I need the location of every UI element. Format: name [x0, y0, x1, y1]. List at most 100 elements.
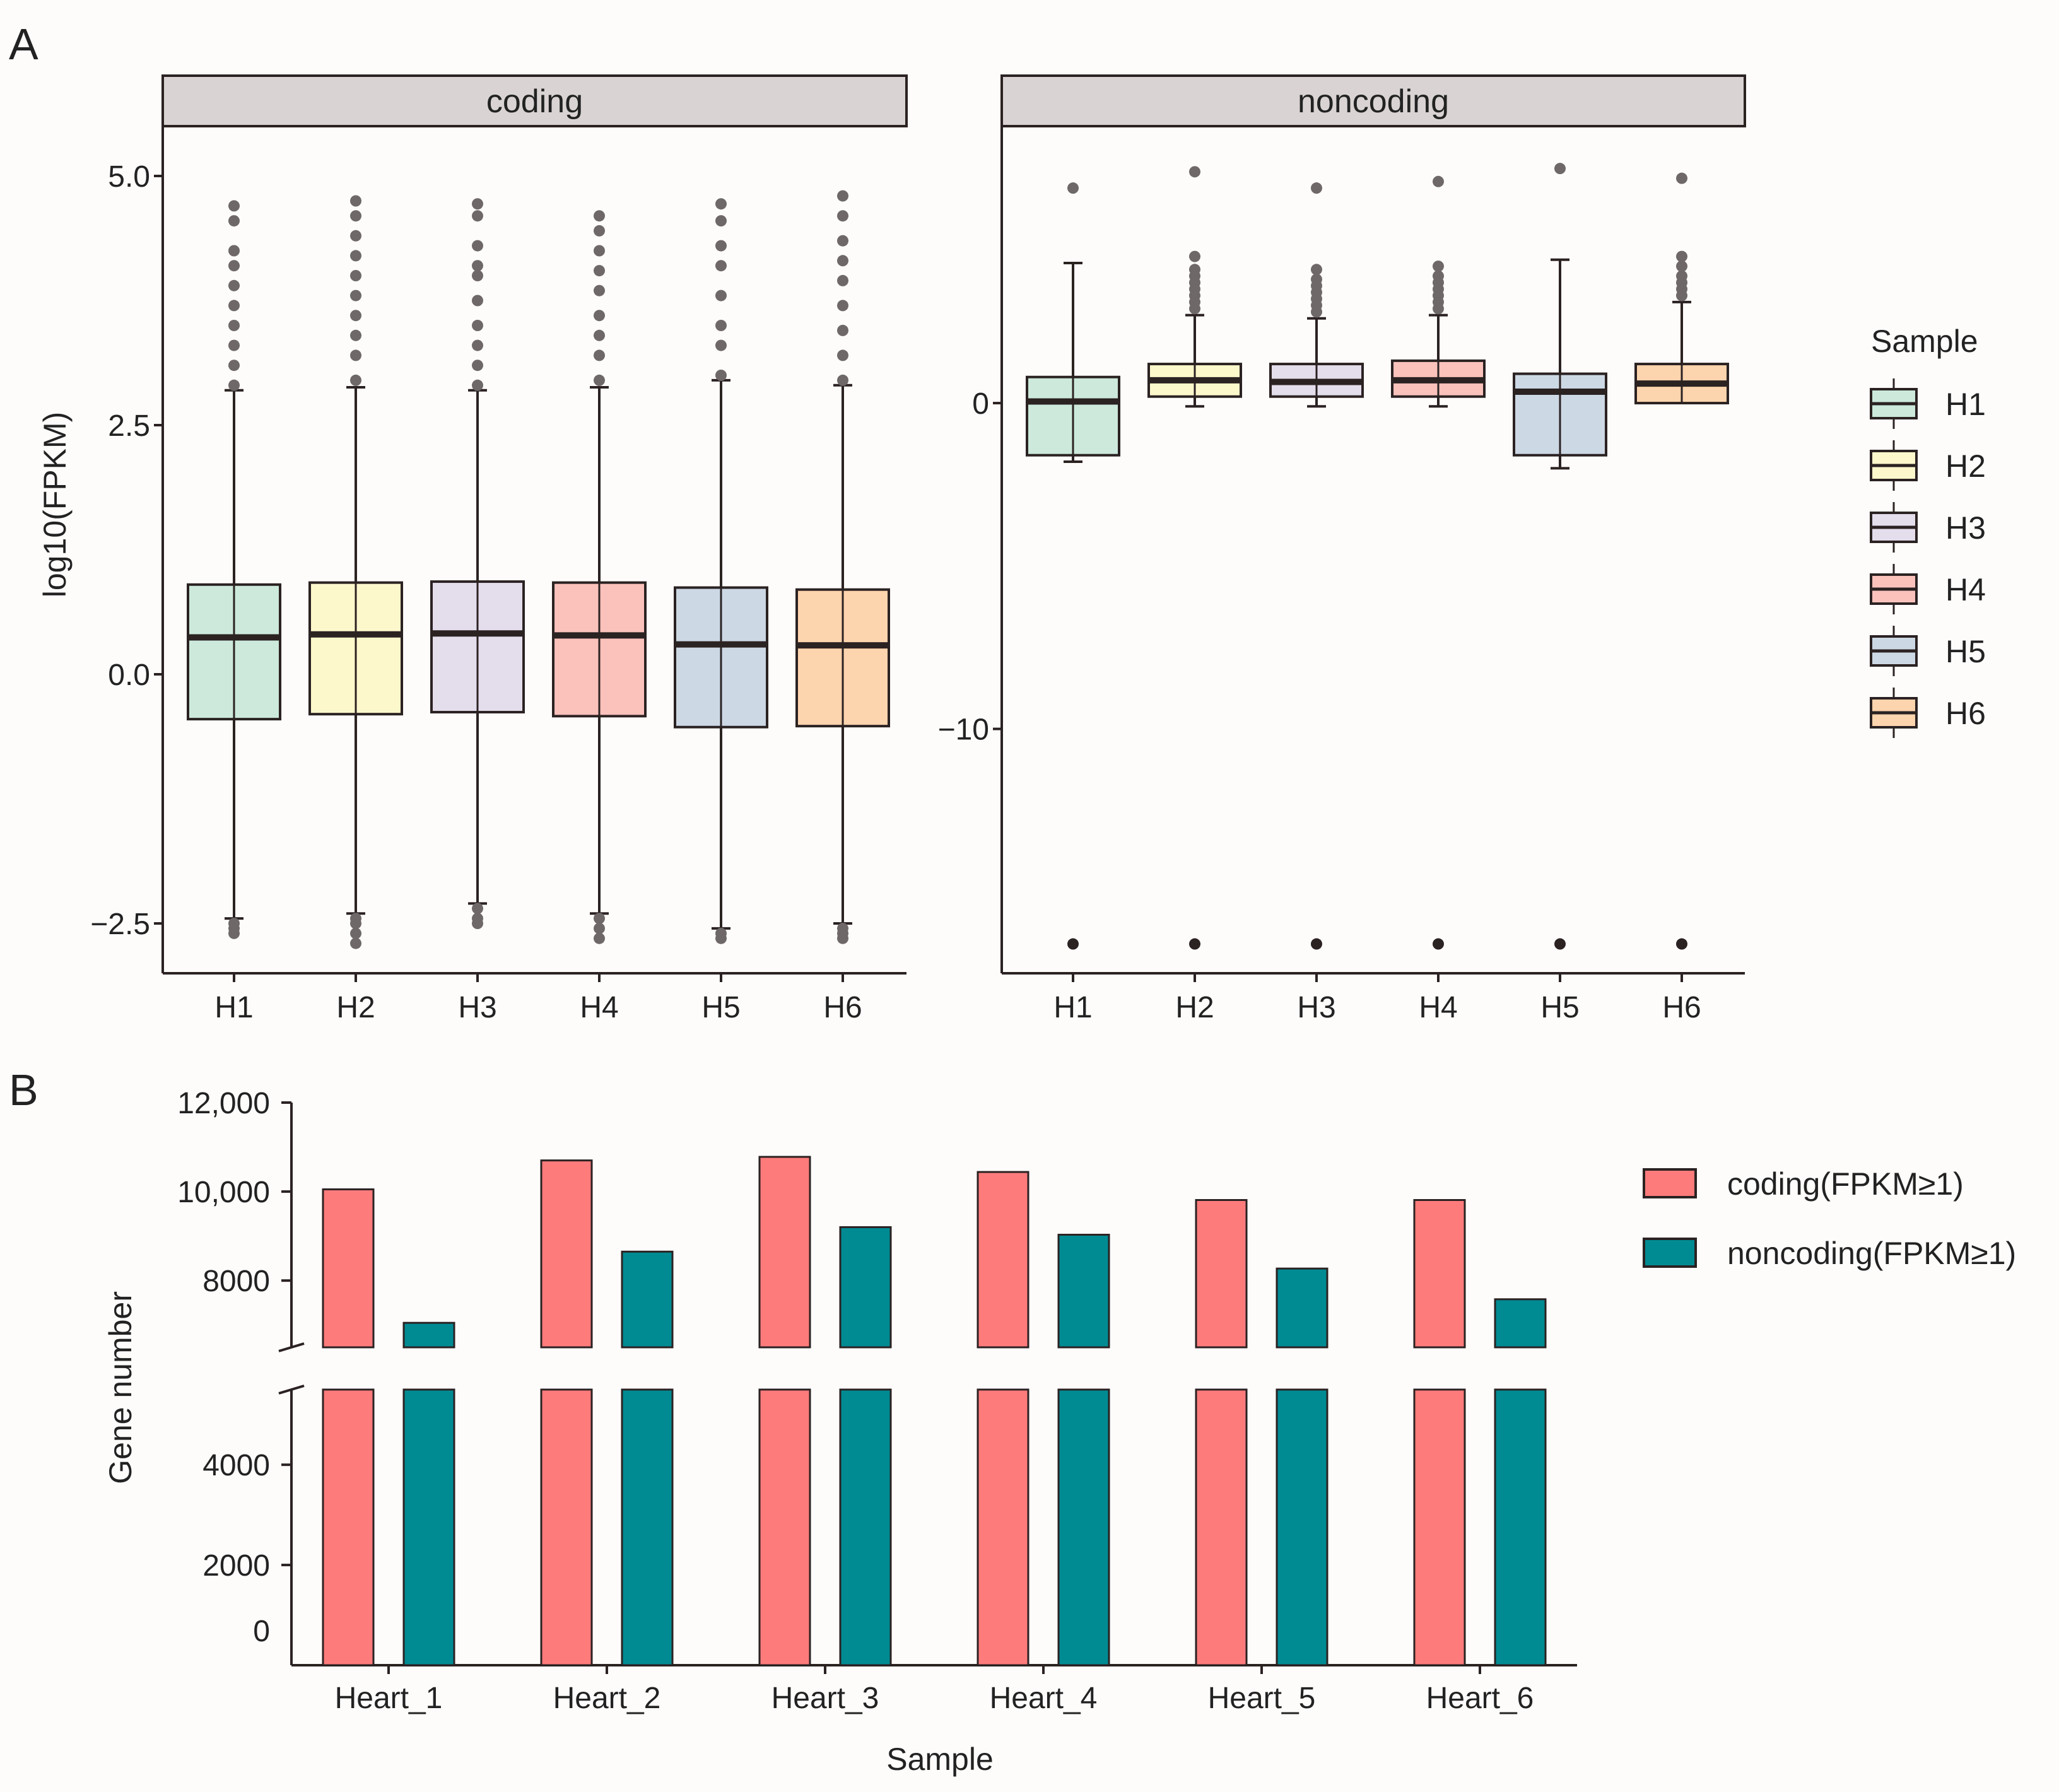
outlier-coding-H5: [715, 370, 727, 381]
x-tick-label-noncoding: H5: [1540, 991, 1579, 1024]
bar-coding-Heart_2: [540, 1159, 593, 1349]
outlier-coding-H1: [228, 215, 240, 227]
x-tick-label-noncoding: H2: [1175, 991, 1214, 1024]
outlier-coding-H3: [472, 339, 483, 351]
panel-b-label: B: [9, 1065, 38, 1115]
y-tick-label-upper-b: 12,000: [177, 1087, 270, 1120]
outlier-noncoding-H2: [1189, 166, 1200, 178]
y-axis-title-b: Gene number: [103, 1291, 138, 1484]
outlier-noncoding-H4: [1433, 938, 1444, 950]
outlier-coding-H4: [594, 225, 605, 237]
x-tick-label-noncoding: H1: [1053, 991, 1092, 1024]
outlier-coding-H3: [472, 260, 483, 272]
outlier-noncoding-H4: [1433, 270, 1444, 282]
outlier-coding-H4: [594, 932, 605, 944]
x-tick-label-coding: H5: [701, 991, 740, 1024]
outlier-coding-H1: [228, 260, 240, 272]
bar-coding-Heart_5: [1195, 1198, 1248, 1349]
outlier-coding-H1: [228, 200, 240, 212]
bar-noncoding-Heart_3: [839, 1226, 892, 1349]
legend-swatch-coding: [1643, 1168, 1697, 1198]
outlier-noncoding-H6: [1676, 261, 1687, 272]
panel-a-boxplots: coding 5.0 2.5 0.0 −2.5 H1 H2 H3 H4 H5 H6 noncoding…: [37, 74, 1746, 1024]
outlier-coding-H6: [837, 274, 848, 286]
y-tick-label-lower-b: 2000: [202, 1549, 270, 1583]
outlier-coding-H6: [837, 235, 848, 247]
outlier-coding-H5: [715, 339, 727, 351]
outlier-noncoding-H6: [1676, 250, 1687, 262]
legend-label-H5: H5: [1945, 634, 1986, 669]
outlier-coding-H3: [472, 379, 483, 391]
y-tick-label-upper-b: 10,000: [177, 1176, 270, 1209]
outlier-coding-H6: [837, 324, 848, 336]
outlier-coding-H4: [594, 329, 605, 341]
legend-label-coding: coding(FPKM≥1): [1727, 1166, 1964, 1202]
legend-label-H1: H1: [1945, 387, 1986, 422]
outlier-coding-H6: [837, 349, 848, 361]
x-tick-label-b: Heart_4: [990, 1682, 1098, 1715]
outlier-coding-H1: [228, 379, 240, 391]
outlier-coding-H2: [350, 290, 361, 302]
panel-b-bar-chart: 8000 10,000 12,000 0 2000 4000 Heart_1 Heart_2 H…: [103, 1087, 2016, 1777]
x-tick-label-noncoding: H4: [1419, 991, 1457, 1024]
bar-coding-lower-Heart_4: [977, 1388, 1030, 1666]
bar-noncoding-Heart_5: [1276, 1267, 1329, 1349]
outlier-coding-H3: [472, 270, 483, 281]
bar-noncoding-Heart_2: [621, 1250, 674, 1349]
bar-coding-Heart_3: [758, 1156, 811, 1349]
outlier-coding-H6: [837, 932, 848, 944]
outlier-coding-H2: [350, 329, 361, 341]
y-tick-label-noncoding: 0: [972, 387, 989, 421]
legend-label-H2: H2: [1945, 448, 1986, 484]
bar-coding-Heart_6: [1413, 1198, 1466, 1349]
x-tick-label-coding: H6: [823, 991, 862, 1024]
bar-noncoding-lower-Heart_5: [1276, 1388, 1329, 1666]
outlier-coding-H6: [837, 300, 848, 312]
y-tick-label-coding: 0.0: [108, 659, 150, 692]
outlier-coding-H2: [350, 230, 361, 242]
outlier-noncoding-H2: [1189, 264, 1200, 276]
x-tick-label-b: Heart_5: [1208, 1682, 1316, 1715]
y-tick-label-coding: 2.5: [108, 409, 150, 443]
facet-strip-noncoding: [1000, 74, 1746, 127]
outlier-coding-H1: [228, 300, 240, 312]
outlier-coding-H3: [472, 198, 483, 210]
outlier-noncoding-H3: [1311, 938, 1322, 950]
y-tick-label-lower-b: 0: [253, 1615, 270, 1648]
bar-noncoding-lower-Heart_6: [1494, 1388, 1547, 1666]
bar-noncoding-Heart_4: [1057, 1234, 1110, 1349]
outlier-coding-H3: [472, 210, 483, 222]
outlier-coding-H4: [594, 245, 605, 257]
axis-break-mark-upper: [278, 1342, 305, 1352]
legend-label-H4: H4: [1945, 572, 1986, 607]
y-tick-label-coding: −2.5: [90, 908, 150, 941]
x-tick-label-b: Heart_3: [771, 1682, 879, 1715]
outlier-noncoding-H5: [1554, 938, 1566, 950]
bar-coding-lower-Heart_5: [1195, 1388, 1248, 1666]
outlier-coding-H2: [350, 937, 361, 949]
facet-strip-coding: [161, 74, 908, 127]
outlier-coding-H5: [715, 290, 727, 302]
x-tick-label-coding: H1: [214, 991, 253, 1024]
outlier-coding-H4: [594, 374, 605, 386]
legend-title: Sample: [1871, 324, 1978, 359]
outlier-coding-H4: [594, 310, 605, 322]
x-tick-label-coding: H4: [580, 991, 618, 1024]
outlier-coding-H5: [715, 198, 727, 210]
outlier-noncoding-H4: [1433, 175, 1444, 187]
outlier-noncoding-H3: [1311, 182, 1322, 194]
outlier-coding-H3: [472, 918, 483, 929]
x-tick-label-noncoding: H6: [1662, 991, 1701, 1024]
x-tick-label-b: Heart_2: [553, 1682, 661, 1715]
bar-noncoding-lower-Heart_3: [839, 1388, 892, 1666]
outlier-noncoding-H2: [1189, 938, 1200, 950]
outlier-noncoding-H3: [1311, 273, 1322, 285]
outlier-coding-H6: [837, 255, 848, 267]
y-tick-label-coding: 5.0: [108, 160, 150, 194]
outlier-coding-H3: [472, 903, 483, 915]
outlier-coding-H2: [350, 374, 361, 386]
x-tick-label-coding: H3: [458, 991, 496, 1024]
outlier-coding-H5: [715, 215, 727, 227]
outlier-coding-H3: [472, 320, 483, 331]
x-tick-label-b: Heart_1: [335, 1682, 443, 1715]
